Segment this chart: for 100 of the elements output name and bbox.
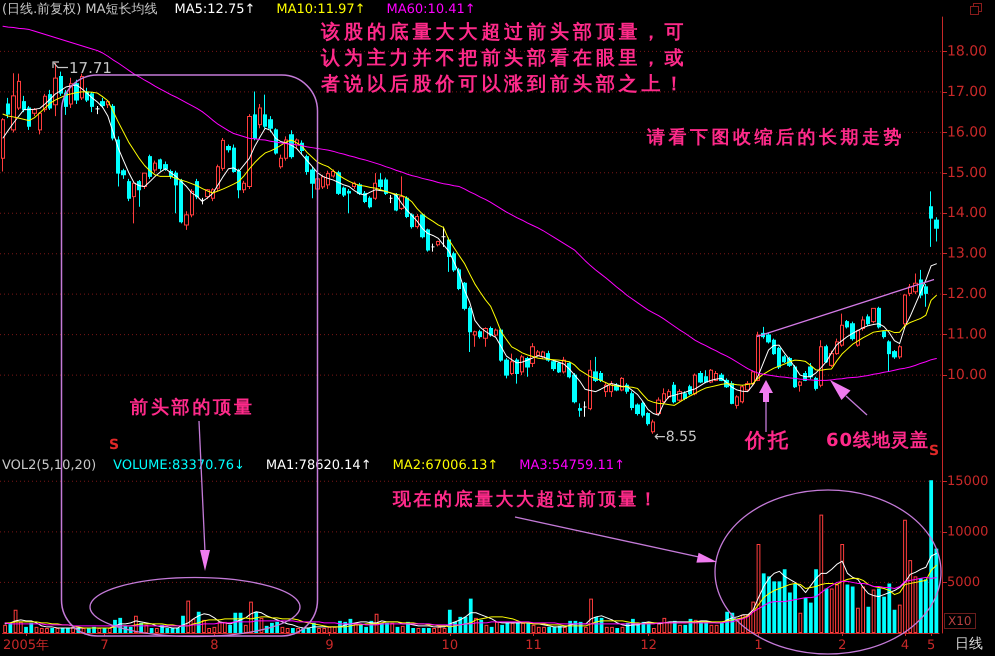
candlestick [441, 226, 446, 248]
candlestick [100, 97, 105, 109]
x-tick-label: 5 [927, 638, 936, 653]
annotation: 价托 [745, 428, 791, 452]
bar [620, 626, 624, 633]
candlestick [494, 328, 498, 338]
candlestick [520, 354, 524, 376]
bar [824, 588, 828, 633]
bar [521, 622, 525, 633]
annotation: ←8.55 [654, 429, 697, 446]
y-tick-label: 18.00 [947, 43, 988, 60]
y-tick-label: 12.00 [947, 286, 988, 302]
candlestick [473, 330, 477, 348]
y-tick-label: 10000 [947, 524, 988, 540]
candlestick [819, 340, 823, 388]
bar [866, 606, 870, 633]
text: MA5:12.75↑ [174, 2, 256, 17]
candlestick [672, 381, 676, 404]
bar [872, 590, 876, 633]
candlestick [515, 358, 519, 384]
candlestick [866, 314, 870, 326]
bar [290, 628, 295, 633]
candlestick [1, 118, 5, 172]
candlestick [200, 197, 204, 205]
candlestick [798, 380, 802, 392]
bar [416, 628, 420, 633]
bar [396, 626, 400, 633]
y-tick-label: 14.00 [947, 205, 988, 222]
text: X10 [944, 613, 976, 629]
annotation: S [929, 443, 940, 460]
bar [490, 626, 494, 633]
candlestick [478, 329, 482, 340]
candlestick [148, 154, 152, 180]
bar [50, 628, 54, 633]
annotation: 17.71 [69, 59, 112, 78]
bar [3, 624, 7, 633]
candlestick [6, 97, 10, 119]
candlestick [436, 240, 440, 247]
bar [678, 624, 682, 633]
candlestick [578, 402, 582, 418]
text: MA60:10.41↑ [386, 2, 476, 17]
candlestick [877, 306, 881, 330]
candlestick [137, 180, 141, 208]
candlestick [483, 326, 488, 348]
y-tick-label: 13.00 [947, 246, 988, 262]
text: MA3:54759.11↑ [519, 458, 625, 473]
x-tick-label: 11 [525, 638, 542, 653]
bar [510, 622, 514, 633]
annotation: 60线地灵盖 [826, 430, 930, 452]
annotation: 该股的底量大大超过前头部顶量，可认为主力并不把前头部看在眼里，或者说以后股价可以涨到前头部之上！ [321, 20, 688, 97]
bar [102, 628, 106, 633]
x-tick-label: 12 [640, 638, 657, 653]
annotation: 现在的底量大大超过前顶量！ [393, 489, 660, 511]
y-tick-label: 11.00 [947, 326, 988, 343]
candlestick [258, 103, 262, 129]
x-tick-label: 4 [900, 638, 910, 653]
candlestick [431, 243, 435, 252]
candlestick [898, 344, 902, 360]
candlestick [929, 190, 933, 248]
line-series [4, 576, 937, 626]
annotation: S [109, 437, 120, 454]
candlestick [871, 308, 876, 324]
candlestick [651, 419, 655, 434]
bar [495, 622, 499, 633]
y-tick-label: 17.00 [947, 84, 988, 100]
candlestick [127, 178, 131, 202]
line-series [4, 564, 937, 628]
candlestick [389, 194, 393, 204]
bar [56, 628, 60, 633]
x-tick-label: 1 [754, 638, 763, 653]
candlestick [934, 216, 939, 242]
bar [484, 624, 488, 633]
candlestick [861, 316, 865, 332]
candlestick [824, 344, 828, 364]
candlestick [142, 172, 147, 190]
bar [615, 628, 620, 633]
bar [563, 626, 567, 633]
candlestick [525, 356, 530, 378]
candlestick [394, 192, 398, 212]
bar [819, 514, 824, 633]
candlestick [588, 360, 592, 411]
bar [400, 626, 405, 633]
x-tick-label: 8 [210, 638, 219, 653]
candlestick [693, 372, 697, 396]
candlestick [510, 353, 514, 376]
bar [150, 628, 154, 633]
y-tick-label: 15.00 [947, 164, 988, 181]
annotation: 请看下图收缩后的长期走势 [647, 127, 905, 149]
candlestick [95, 106, 100, 115]
bar [516, 622, 520, 633]
bar [154, 628, 159, 633]
chart-title: (日线.前复权) MA短长均线 [2, 2, 158, 17]
y-tick-label: 10.00 [947, 367, 988, 384]
x-tick-label: 2005年 [2, 638, 50, 653]
bar [798, 612, 802, 633]
y-tick-label: 15000 [947, 474, 988, 489]
text: 日线 [955, 636, 983, 652]
candlestick [793, 364, 797, 389]
x-tick-label: 10 [442, 638, 458, 653]
x-tick-label: 2 [838, 638, 846, 653]
